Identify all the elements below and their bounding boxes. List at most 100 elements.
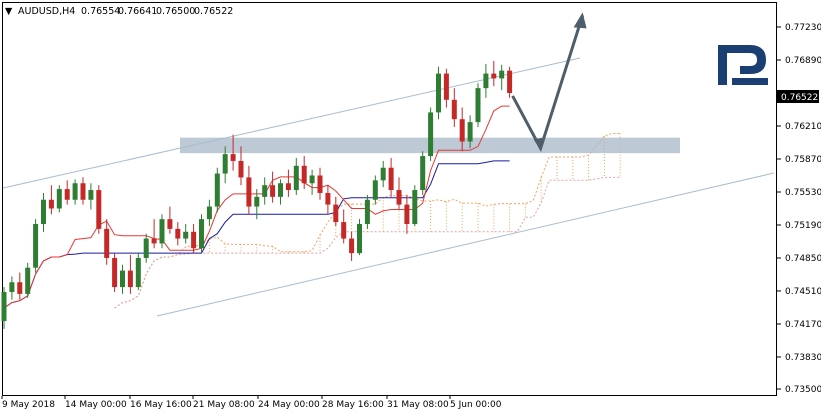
candle-body <box>17 282 23 294</box>
candle-body <box>404 204 410 225</box>
candle-body <box>436 73 441 113</box>
candle-body <box>25 267 31 294</box>
y-tick-label: 0.76890 <box>785 56 821 66</box>
candle <box>214 167 220 213</box>
candle-body <box>135 257 141 288</box>
candle-body <box>191 231 197 249</box>
candle-body <box>459 119 465 142</box>
candle <box>451 88 457 127</box>
y-tick-label: 0.75870 <box>785 155 821 165</box>
header-info: ▼ AUDUSD,H4 0.76554 0.76641 0.76500 0.76… <box>5 6 233 17</box>
forecast-arrow <box>511 12 587 153</box>
candle <box>404 194 410 234</box>
forecast-arrowhead-down <box>533 137 546 151</box>
candle-body <box>96 190 102 229</box>
candle <box>396 177 402 210</box>
plot-area <box>2 2 777 396</box>
candle <box>112 253 118 292</box>
candle <box>238 146 244 186</box>
x-tick-label: 16 May 16:00 <box>130 400 192 410</box>
candle-body <box>357 224 362 254</box>
candle-body <box>428 112 434 157</box>
candle <box>459 107 465 152</box>
candle-body <box>214 173 220 207</box>
candle-body <box>507 70 513 93</box>
candle <box>443 68 449 108</box>
candle <box>325 185 331 215</box>
candle-body <box>364 199 370 225</box>
candle <box>467 115 473 149</box>
candle <box>1 287 7 329</box>
candle-body <box>491 73 497 79</box>
current-price-bg <box>777 90 819 103</box>
candle <box>206 199 212 226</box>
y-tick-label: 0.76210 <box>785 122 821 132</box>
candle <box>309 169 315 195</box>
candles <box>1 60 513 329</box>
candle <box>104 219 110 265</box>
high-value: 0.76641 <box>118 6 157 17</box>
candle <box>357 219 362 256</box>
low-value: 0.76500 <box>156 6 195 17</box>
candle-body <box>151 238 157 244</box>
candle-body <box>309 175 315 184</box>
candle-body <box>333 204 339 223</box>
candle-body <box>9 282 15 292</box>
candle <box>9 276 15 300</box>
candle <box>507 66 513 98</box>
cloud-span-b <box>114 176 621 309</box>
candle-body <box>159 219 165 244</box>
candle <box>88 183 94 210</box>
candle-body <box>443 73 449 100</box>
y-tick-label: 0.74510 <box>785 287 821 297</box>
candle-body <box>56 189 62 209</box>
candle-body <box>199 219 204 249</box>
channel-lower-line <box>156 172 775 317</box>
candle <box>349 231 355 261</box>
candle <box>17 272 23 300</box>
candle-body <box>270 185 276 197</box>
symbol-label: AUDUSD,H4 <box>18 6 75 17</box>
logo-r-shape <box>718 45 766 85</box>
candle-body <box>88 190 94 200</box>
candle-body <box>262 185 268 197</box>
candle-body <box>48 199 54 209</box>
menu-arrow-icon[interactable]: ▼ <box>5 6 13 17</box>
candle-body <box>127 270 133 288</box>
candle <box>175 222 181 246</box>
candle-body <box>278 183 283 197</box>
candle <box>230 134 236 171</box>
candle <box>120 264 125 294</box>
candle <box>96 185 102 234</box>
candle-body <box>120 270 125 288</box>
candle <box>135 253 141 291</box>
y-tick-label: 0.73830 <box>785 353 821 363</box>
candle-body <box>325 192 331 205</box>
candle <box>317 167 323 200</box>
candle-body <box>238 160 244 178</box>
candle-body <box>451 99 457 120</box>
candle <box>246 165 252 215</box>
y-tick-label: 0.73500 <box>785 385 821 395</box>
candle <box>151 219 157 249</box>
candle <box>301 156 307 190</box>
candle <box>262 177 268 205</box>
candle-body <box>380 167 386 181</box>
current-price-label: 0.76522 <box>781 93 818 103</box>
candle-body <box>349 238 355 254</box>
candle <box>388 158 394 197</box>
candle-body <box>467 122 473 142</box>
candle <box>33 219 39 273</box>
close-value: 0.76522 <box>194 6 233 17</box>
y-tick-label: 0.74850 <box>785 254 821 264</box>
candle <box>278 179 283 205</box>
candle-body <box>206 206 212 220</box>
candle <box>483 63 489 98</box>
candle-body <box>104 228 110 258</box>
candle <box>191 224 197 254</box>
x-tick-label: 28 May 16:00 <box>322 400 384 410</box>
candle-body <box>475 88 481 123</box>
candle-body <box>372 180 378 200</box>
candle <box>475 83 481 127</box>
